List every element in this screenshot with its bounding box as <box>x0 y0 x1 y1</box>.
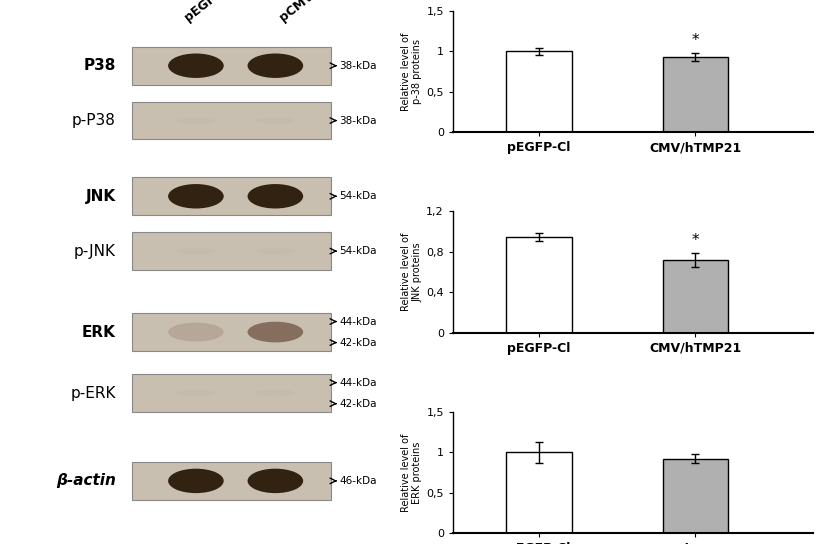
Text: pEGFP-C1: pEGFP-C1 <box>182 0 244 24</box>
Ellipse shape <box>248 184 303 208</box>
Text: ERK: ERK <box>82 325 116 339</box>
Bar <box>507 452 572 533</box>
Text: 42-kDa: 42-kDa <box>339 338 377 348</box>
Text: 46-kDa: 46-kDa <box>339 476 377 486</box>
FancyBboxPatch shape <box>132 232 331 270</box>
Ellipse shape <box>176 117 216 124</box>
FancyBboxPatch shape <box>132 462 331 500</box>
Text: p-ERK: p-ERK <box>71 386 116 401</box>
Bar <box>507 237 572 333</box>
Ellipse shape <box>176 390 216 397</box>
Ellipse shape <box>248 469 303 493</box>
Text: 38-kDa: 38-kDa <box>339 61 377 71</box>
Ellipse shape <box>176 248 216 255</box>
Ellipse shape <box>168 469 223 493</box>
Bar <box>507 51 572 132</box>
Ellipse shape <box>248 322 303 342</box>
Text: 54-kDa: 54-kDa <box>339 246 377 256</box>
Text: JNK: JNK <box>85 189 116 204</box>
Y-axis label: Relative level of
JNK proteins: Relative level of JNK proteins <box>401 233 422 311</box>
Ellipse shape <box>168 184 223 208</box>
FancyBboxPatch shape <box>132 177 331 215</box>
Text: 54-kDa: 54-kDa <box>339 191 377 201</box>
FancyBboxPatch shape <box>132 102 331 139</box>
FancyBboxPatch shape <box>132 47 331 84</box>
Ellipse shape <box>168 323 223 342</box>
Ellipse shape <box>168 53 223 78</box>
Text: 38-kDa: 38-kDa <box>339 115 377 126</box>
Ellipse shape <box>255 117 296 124</box>
Text: *: * <box>691 33 699 48</box>
Ellipse shape <box>248 53 303 78</box>
Text: *: * <box>691 233 699 248</box>
Y-axis label: Relative level of
p-38 proteins: Relative level of p-38 proteins <box>401 33 422 111</box>
FancyBboxPatch shape <box>132 313 331 351</box>
Text: 44-kDa: 44-kDa <box>339 378 377 388</box>
Text: P38: P38 <box>84 58 116 73</box>
Text: p-JNK: p-JNK <box>74 244 116 258</box>
FancyBboxPatch shape <box>132 374 331 412</box>
Text: p-P38: p-P38 <box>72 113 116 128</box>
Text: 44-kDa: 44-kDa <box>339 317 377 326</box>
Ellipse shape <box>255 248 296 255</box>
Text: pCMV/hTMP21: pCMV/hTMP21 <box>277 0 365 24</box>
Ellipse shape <box>255 390 296 397</box>
Bar <box>663 459 728 533</box>
Text: β-actin: β-actin <box>56 473 116 489</box>
Bar <box>663 260 728 333</box>
Y-axis label: Relative level of
ERK proteins: Relative level of ERK proteins <box>401 433 422 511</box>
Text: 42-kDa: 42-kDa <box>339 399 377 409</box>
Bar <box>663 57 728 132</box>
